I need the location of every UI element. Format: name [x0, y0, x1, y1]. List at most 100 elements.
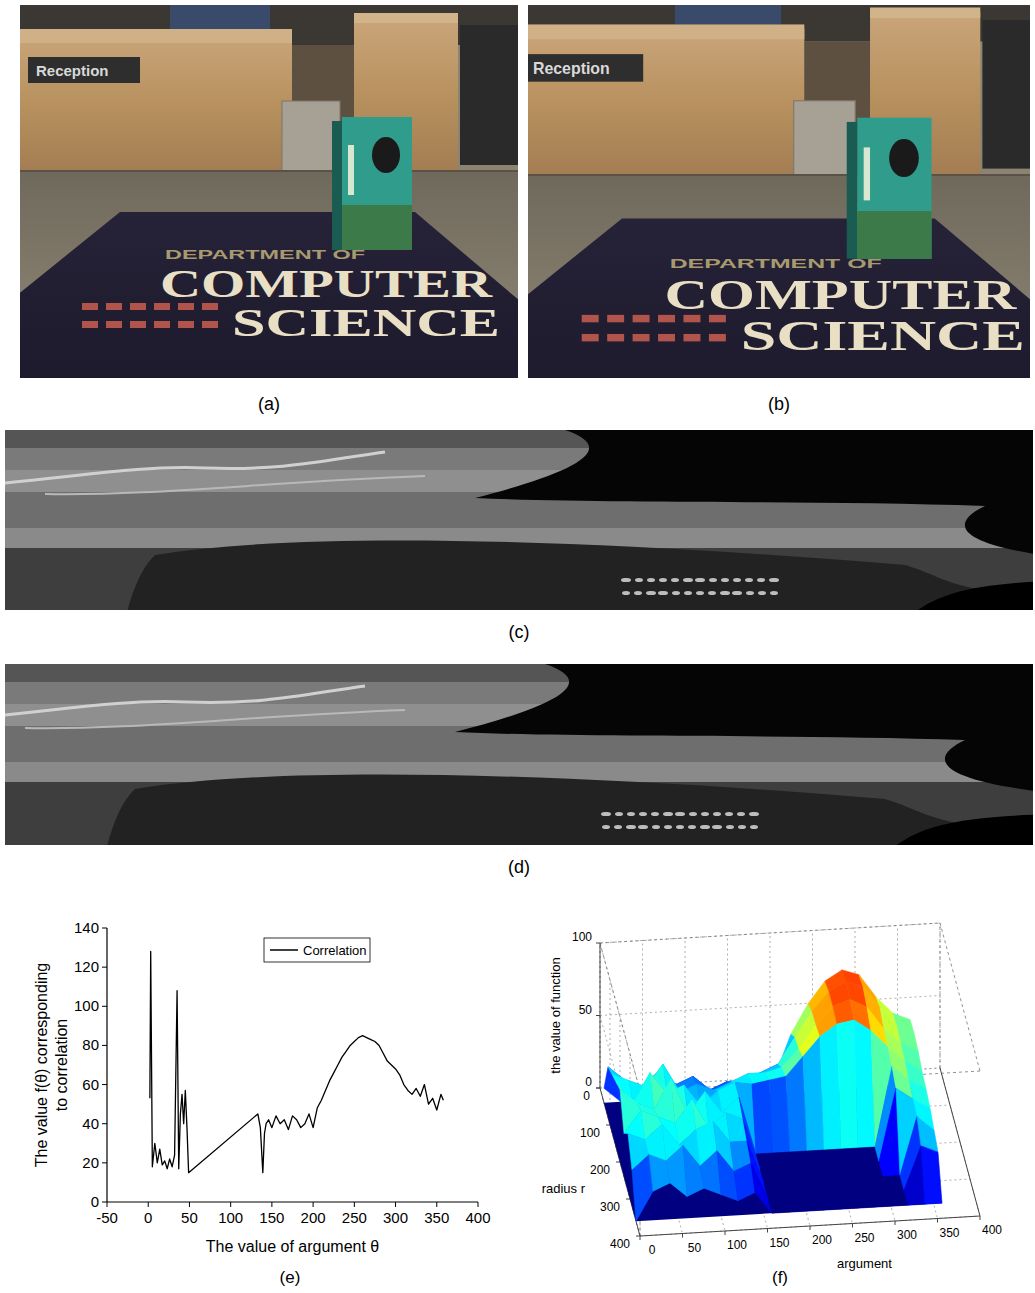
speckle [688, 825, 696, 829]
surface-chart: 0501000100200300400050100150200250300350… [542, 923, 1003, 1271]
surface-cell [921, 1146, 942, 1204]
argument-tick-label: 50 [688, 1241, 702, 1255]
speckle [745, 578, 753, 582]
speckle [664, 825, 672, 829]
carpet-pattern [82, 321, 98, 328]
speckle [614, 825, 622, 829]
log-polar-d [5, 664, 1033, 845]
carpet-pattern [130, 303, 146, 310]
y-tick [102, 1202, 107, 1203]
z-axis-title: the value of function [548, 957, 563, 1073]
x-tick [230, 1202, 231, 1207]
panel-label: (e) [280, 1268, 301, 1287]
z-tick [596, 1015, 600, 1016]
carpet-pattern [607, 315, 624, 322]
box-print [864, 147, 870, 200]
speckle [622, 591, 630, 595]
speckle [746, 591, 754, 595]
sign-text: Reception [36, 62, 109, 79]
speckle [721, 578, 729, 582]
speckle [615, 812, 623, 816]
speckle [671, 578, 679, 582]
speckle [627, 812, 635, 816]
desk-top [20, 29, 292, 43]
speckle [725, 812, 733, 816]
box-print [348, 145, 354, 195]
speckle [709, 578, 717, 582]
speckle [758, 591, 766, 595]
speckle [701, 812, 709, 816]
z-tick-label: 100 [572, 930, 592, 944]
carpet-pattern [658, 334, 675, 341]
person [170, 5, 270, 29]
speckle [652, 825, 660, 829]
argument-tick [895, 1221, 896, 1225]
figure: ReceptionDEPARTMENT OFCOMPUTERSCIENCE (a)… [0, 0, 1035, 1293]
legend-swatch [270, 949, 298, 951]
x-tick-label: 300 [383, 1209, 408, 1226]
argument-tick [852, 1224, 853, 1228]
speckle [770, 591, 778, 595]
y-tick-label: 0 [91, 1193, 99, 1210]
speckle [734, 591, 742, 595]
x-tick-label: 0 [144, 1209, 152, 1226]
argument-tick-label: 100 [727, 1238, 747, 1252]
argument-tick-label: 150 [769, 1236, 789, 1250]
sign-text: Reception [533, 60, 610, 77]
speckle [722, 591, 730, 595]
edge-curve [25, 710, 405, 728]
x-tick [478, 1202, 479, 1207]
speckle [733, 578, 741, 582]
speckle [660, 591, 668, 595]
speckle [676, 825, 684, 829]
x-tick-label: 400 [465, 1209, 490, 1226]
z-tick [596, 1088, 600, 1089]
box-edge [600, 923, 940, 943]
cabinet [282, 101, 340, 173]
y-axis [106, 928, 107, 1202]
legend-label: Correlation [303, 943, 367, 958]
dark-region [905, 580, 1033, 610]
log-polar-image [5, 430, 1033, 610]
box-print [372, 137, 400, 173]
speckle [659, 578, 667, 582]
y-tick [102, 1045, 107, 1046]
carpet-pattern [633, 334, 650, 341]
person [675, 5, 781, 24]
argument-tick [640, 1236, 641, 1240]
legend: Correlation [264, 938, 370, 962]
photo-b: ReceptionDEPARTMENT OFCOMPUTERSCIENCE [528, 5, 1030, 378]
panel-label: (a) [258, 394, 280, 414]
legend-box [264, 938, 370, 962]
speckle [635, 578, 643, 582]
x-tick [354, 1202, 355, 1207]
box-side [847, 122, 858, 259]
box-edge [940, 923, 980, 1071]
r-tick [636, 1236, 640, 1237]
scene: ReceptionDEPARTMENT OFCOMPUTERSCIENCE [528, 5, 1030, 378]
speckle [757, 578, 765, 582]
y-tick [102, 1084, 107, 1085]
desk [528, 29, 804, 177]
plot-area [150, 951, 444, 1172]
box-front [857, 118, 931, 259]
argument-tick-label: 200 [812, 1233, 832, 1247]
y-tick-label: 20 [82, 1154, 99, 1171]
x-tick [436, 1202, 437, 1207]
r-tick-label: 100 [580, 1126, 600, 1140]
log-polar-image [5, 664, 1033, 845]
speckle [771, 578, 779, 582]
edge-curve [5, 452, 385, 488]
y-tick [102, 1123, 107, 1124]
y-axis-title-line: to correlation [53, 1019, 70, 1112]
speckle [634, 591, 642, 595]
argument-tick [682, 1234, 683, 1238]
carpet [20, 212, 518, 378]
speckle [751, 812, 759, 816]
carpet-pattern [178, 321, 194, 328]
panel-label: (f) [772, 1268, 788, 1287]
y-axis-title: The value f(θ) correspondingto correlati… [33, 963, 70, 1168]
log-polar-c [5, 430, 1033, 610]
baseboard [20, 170, 518, 172]
desk-unit-top [870, 7, 980, 18]
